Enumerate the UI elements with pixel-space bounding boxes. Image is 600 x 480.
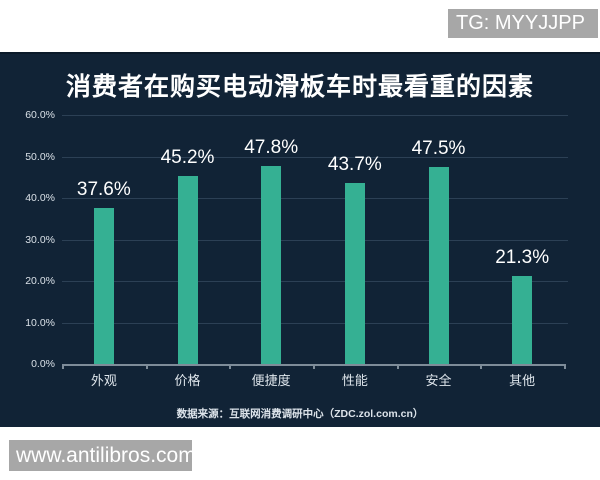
x-axis-label: 安全 — [425, 373, 452, 388]
chart-panel: 消费者在购买电动滑板车时最看重的因素 0.0% 10.0% 20.0% 30.0% 40… — [0, 52, 600, 427]
chart-title: 消费者在购买电动滑板车时最看重的因素 — [65, 73, 534, 101]
bar — [512, 275, 533, 364]
bar — [344, 182, 365, 364]
x-axis-tick — [480, 364, 483, 369]
x-axis-tick — [396, 364, 399, 369]
bar-value-label: 45.2% — [160, 147, 215, 169]
gridline — [62, 198, 568, 199]
bar — [177, 176, 198, 364]
gridline — [62, 239, 568, 241]
x-axis-tick — [313, 364, 315, 369]
bar-value-label: 47.5% — [411, 137, 466, 159]
bar-value-label: 21.3% — [495, 246, 550, 268]
bar — [261, 165, 282, 364]
x-axis-label: 外观 — [90, 373, 117, 388]
gridline — [62, 281, 568, 282]
x-axis-label: 性能 — [341, 373, 368, 388]
gridline — [62, 322, 568, 324]
y-axis-tick-label: 50.0% — [25, 150, 55, 163]
site-watermark: www.antilibros.com — [9, 440, 196, 471]
bar-value-label: 47.8% — [244, 136, 299, 158]
x-axis-label: 便捷度 — [251, 373, 291, 388]
gridline — [62, 156, 568, 158]
x-axis-label: 价格 — [174, 373, 201, 388]
data-source-note: 数据来源：互联网消费调研中心（ZDC.zol.com.cn） — [176, 408, 424, 420]
y-axis-tick-label: 10.0% — [25, 316, 55, 329]
bar-value-label: 37.6% — [76, 178, 131, 200]
bar — [428, 166, 449, 364]
x-axis-tick — [229, 364, 232, 369]
y-axis-tick-label: 20.0% — [25, 275, 55, 287]
y-axis-tick-label: 0.0% — [31, 358, 55, 370]
x-axis-tick — [564, 364, 566, 369]
bar-value-label: 43.7% — [327, 153, 382, 175]
y-axis-tick-label: 60.0% — [25, 109, 55, 121]
bar — [93, 207, 114, 364]
x-axis-tick — [62, 364, 64, 369]
telegram-watermark: TG: MYYJJPP — [448, 9, 598, 38]
x-axis-label: 其他 — [509, 373, 536, 388]
y-axis-tick-label: 40.0% — [25, 192, 55, 204]
gridline — [62, 115, 568, 116]
plot-area: 0.0% 10.0% 20.0% 30.0% 40.0% 50.0% 60.0% 37.6% 外… — [0, 54, 600, 429]
x-axis-tick — [145, 364, 148, 369]
y-axis-tick-label: 30.0% — [25, 233, 55, 246]
